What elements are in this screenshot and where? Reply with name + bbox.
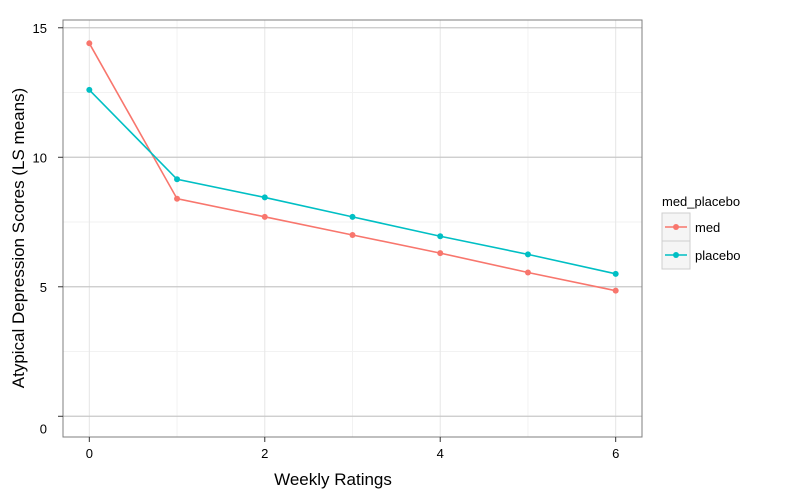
y-tick-label: 0 — [40, 421, 47, 436]
data-point-med — [174, 195, 181, 202]
data-point-placebo — [86, 86, 93, 93]
data-point-placebo — [261, 194, 268, 201]
x-axis-title: Weekly Ratings — [274, 470, 392, 489]
x-tick-label: 0 — [86, 446, 93, 461]
data-point-med — [437, 250, 444, 257]
y-axis-title: Atypical Depression Scores (LS means) — [9, 88, 28, 388]
data-point-placebo — [612, 270, 619, 277]
y-tick-label: 10 — [33, 150, 47, 165]
legend-label-placebo: placebo — [695, 248, 741, 263]
plot-border — [62, 19, 643, 438]
legend-point-med — [673, 224, 679, 230]
data-point-placebo — [437, 233, 444, 240]
legend-items: med placebo — [661, 212, 741, 270]
x-tick-label: 2 — [261, 446, 268, 461]
data-point-placebo — [349, 213, 356, 220]
data-point-placebo — [524, 251, 531, 258]
legend-label-med: med — [695, 220, 720, 235]
y-tick-label: 15 — [33, 21, 47, 36]
data-point-med — [349, 231, 356, 238]
data-point-placebo — [174, 176, 181, 183]
x-tick-label: 4 — [437, 446, 444, 461]
grid-layer — [63, 20, 642, 437]
data-point-med — [612, 287, 619, 294]
legend-point-placebo — [673, 252, 679, 258]
axes-layer: 0 2 4 6 0 5 10 15 — [33, 21, 620, 461]
y-tick-label: 5 — [40, 280, 47, 295]
data-point-med — [86, 40, 93, 47]
data-point-med — [261, 213, 268, 220]
legend: med_placebo med placebo — [661, 194, 741, 270]
data-point-med — [524, 269, 531, 276]
x-tick-label: 6 — [612, 446, 619, 461]
legend-title: med_placebo — [662, 194, 740, 209]
series-layer — [86, 40, 619, 294]
